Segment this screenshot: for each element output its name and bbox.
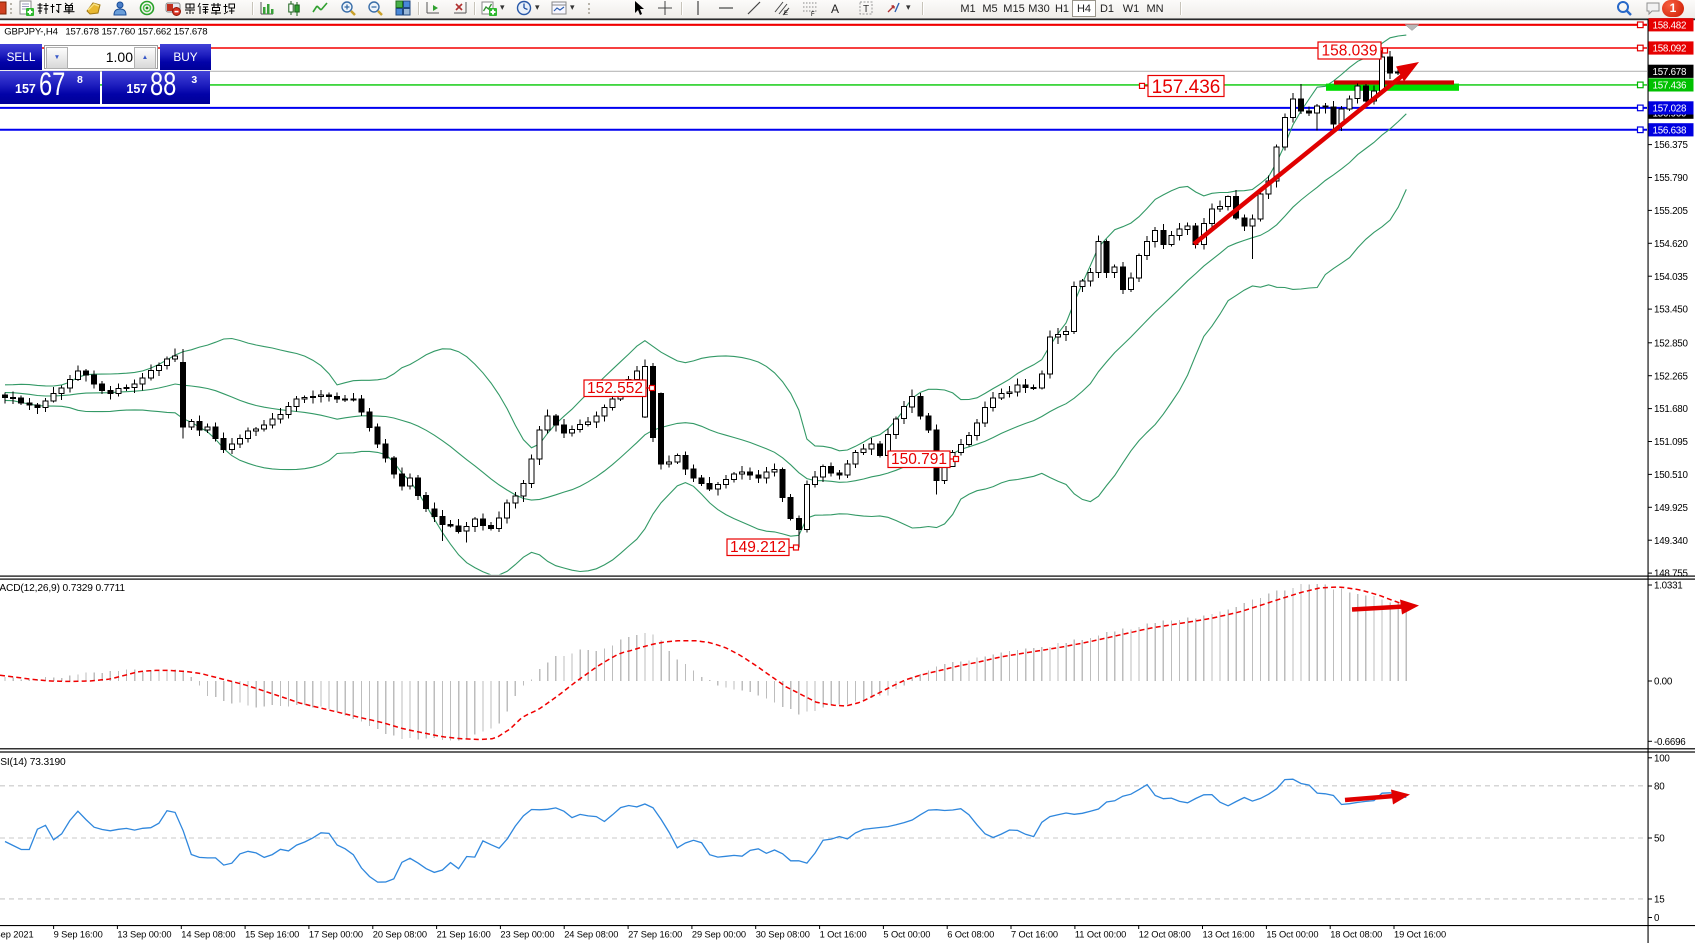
svg-text:156.960: 156.960 <box>1653 109 1687 120</box>
svg-text:11 Oct 00:00: 11 Oct 00:00 <box>1075 930 1126 940</box>
svg-text:MACD(12,26,9) 0.7329 0.7711: MACD(12,26,9) 0.7329 0.7711 <box>0 583 125 594</box>
svg-text:21 Sep 16:00: 21 Sep 16:00 <box>437 930 491 940</box>
svg-text:19 Oct 16:00: 19 Oct 16:00 <box>1394 930 1446 940</box>
svg-text:-0.6696: -0.6696 <box>1654 737 1686 748</box>
svg-text:0: 0 <box>1654 913 1660 924</box>
svg-text:15 Sep 16:00: 15 Sep 16:00 <box>245 930 299 940</box>
svg-text:30 Sep 08:00: 30 Sep 08:00 <box>756 930 810 940</box>
svg-text:154.620: 154.620 <box>1654 239 1688 250</box>
svg-text:157.028: 157.028 <box>1653 104 1687 115</box>
svg-text:27 Sep 16:00: 27 Sep 16:00 <box>628 930 682 940</box>
svg-text:158.092: 158.092 <box>1653 44 1687 55</box>
svg-text:158.482: 158.482 <box>1653 20 1687 31</box>
svg-text:149.340: 149.340 <box>1654 536 1688 547</box>
svg-text:0.00: 0.00 <box>1654 677 1673 688</box>
svg-text:158.039: 158.039 <box>1321 43 1377 60</box>
svg-text:152.552: 152.552 <box>587 380 643 397</box>
svg-text:150.510: 150.510 <box>1654 470 1688 481</box>
svg-text:153.450: 153.450 <box>1654 305 1688 316</box>
svg-text:148.755: 148.755 <box>1654 569 1688 580</box>
svg-text:6 Oct 08:00: 6 Oct 08:00 <box>947 930 994 940</box>
svg-text:F: F <box>811 12 815 17</box>
svg-text:13 Oct 16:00: 13 Oct 16:00 <box>1203 930 1255 940</box>
svg-text:5 Oct 00:00: 5 Oct 00:00 <box>883 930 930 940</box>
svg-text:15: 15 <box>1654 895 1665 906</box>
svg-text:14 Sep 08:00: 14 Sep 08:00 <box>181 930 235 940</box>
svg-text:29 Sep 00:00: 29 Sep 00:00 <box>692 930 746 940</box>
svg-text:149.925: 149.925 <box>1654 503 1688 514</box>
svg-text:9 Sep 16:00: 9 Sep 16:00 <box>54 930 103 940</box>
svg-text:18 Oct 08:00: 18 Oct 08:00 <box>1330 930 1382 940</box>
svg-text:T: T <box>863 4 869 15</box>
svg-text:155.205: 155.205 <box>1654 206 1688 217</box>
svg-text:157.678: 157.678 <box>1653 67 1687 78</box>
svg-text:155.790: 155.790 <box>1654 173 1688 184</box>
svg-text:156.638: 156.638 <box>1653 125 1687 136</box>
svg-text:152.265: 152.265 <box>1654 371 1688 382</box>
svg-text:GBPJPY-,H4 157.678 157.760 1: GBPJPY-,H4 157.678 157.760 157.662 157.6… <box>4 27 207 38</box>
svg-text:157.436: 157.436 <box>1653 81 1687 92</box>
svg-text:152.850: 152.850 <box>1654 338 1688 349</box>
svg-text:20 Sep 08:00: 20 Sep 08:00 <box>373 930 427 940</box>
svg-text:50: 50 <box>1654 834 1665 845</box>
svg-text:100: 100 <box>1654 753 1670 764</box>
svg-text:13 Sep 00:00: 13 Sep 00:00 <box>117 930 171 940</box>
svg-text:157.436: 157.436 <box>1152 77 1221 98</box>
svg-text:8 Sep 2021: 8 Sep 2021 <box>0 930 34 940</box>
svg-text:RSI(14) 73.3190: RSI(14) 73.3190 <box>0 757 66 768</box>
svg-text:1.0331: 1.0331 <box>1654 581 1682 592</box>
svg-text:80: 80 <box>1654 782 1665 793</box>
svg-text:15 Oct 00:00: 15 Oct 00:00 <box>1266 930 1318 940</box>
svg-text:151.680: 151.680 <box>1654 404 1688 415</box>
svg-text:7 Oct 16:00: 7 Oct 16:00 <box>1011 930 1058 940</box>
svg-text:12 Oct 08:00: 12 Oct 08:00 <box>1139 930 1191 940</box>
svg-text:1 Oct 16:00: 1 Oct 16:00 <box>820 930 867 940</box>
svg-text:151.095: 151.095 <box>1654 437 1688 448</box>
svg-text:150.791: 150.791 <box>891 451 947 468</box>
svg-text:E: E <box>784 11 788 17</box>
svg-text:17 Sep 00:00: 17 Sep 00:00 <box>309 930 363 940</box>
svg-text:24 Sep 08:00: 24 Sep 08:00 <box>564 930 618 940</box>
svg-text:149.212: 149.212 <box>730 539 786 556</box>
svg-text:154.035: 154.035 <box>1654 272 1688 283</box>
svg-text:23 Sep 00:00: 23 Sep 00:00 <box>500 930 554 940</box>
svg-text:156.375: 156.375 <box>1654 140 1688 151</box>
